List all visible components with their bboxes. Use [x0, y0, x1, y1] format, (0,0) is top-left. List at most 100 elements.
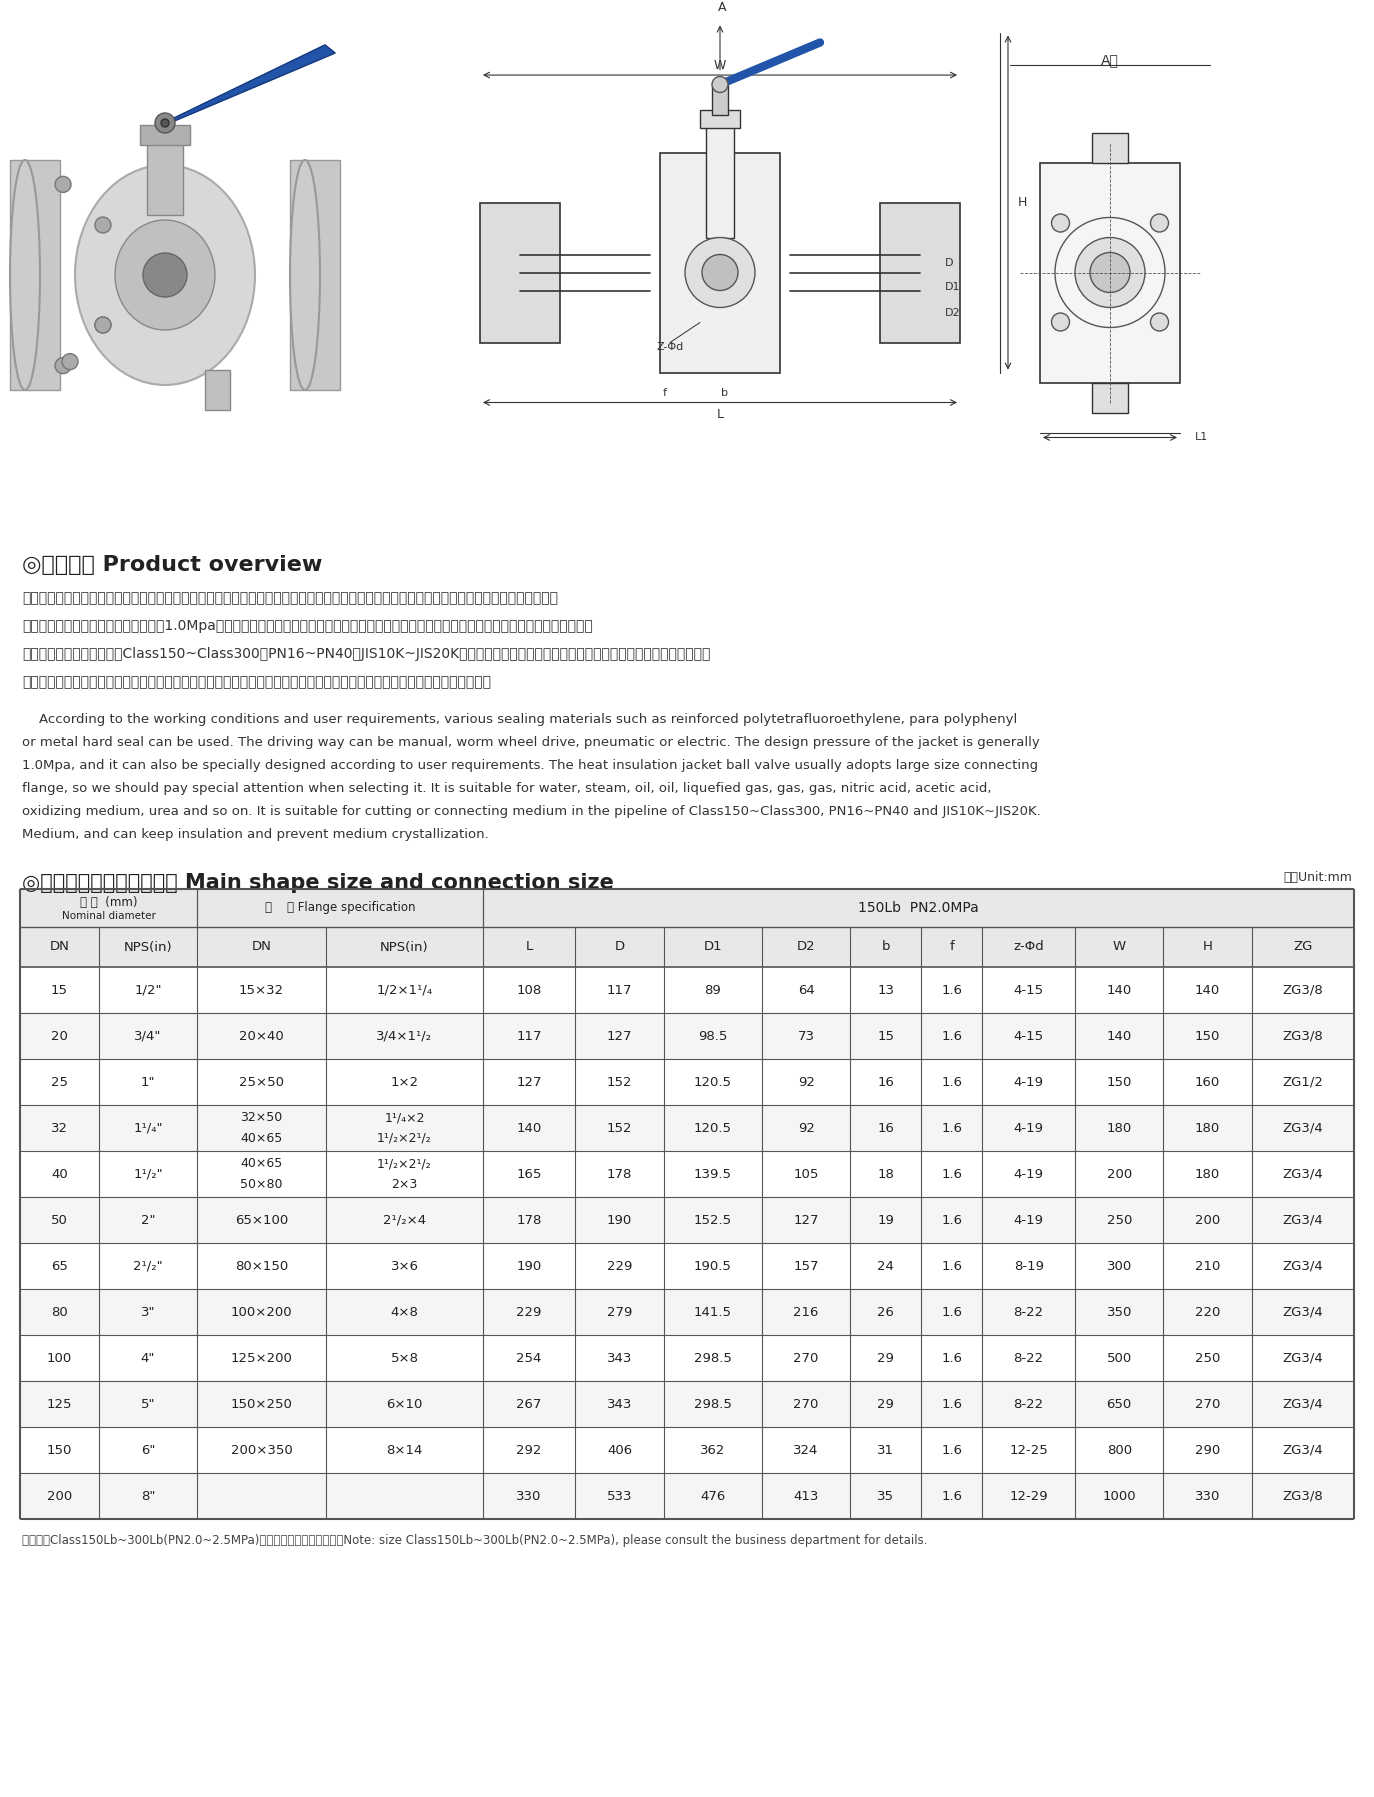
Circle shape [95, 217, 111, 234]
Text: 127: 127 [517, 1075, 541, 1089]
Text: ZG3/4: ZG3/4 [1282, 1305, 1323, 1319]
Text: 298.5: 298.5 [694, 1351, 732, 1364]
Text: 92: 92 [798, 1075, 815, 1089]
Text: 25×50: 25×50 [239, 1075, 284, 1089]
Text: 8×14: 8×14 [386, 1443, 423, 1457]
Text: ZG3/4: ZG3/4 [1282, 1213, 1323, 1227]
Text: D2: D2 [945, 307, 960, 318]
Text: 650: 650 [1106, 1398, 1132, 1411]
Bar [21, 1382, 1353, 1427]
Text: 2¹/₂": 2¹/₂" [133, 1260, 162, 1272]
Text: 80: 80 [51, 1305, 67, 1319]
Text: A: A [717, 2, 727, 14]
Text: 92: 92 [798, 1121, 815, 1134]
Circle shape [1051, 214, 1069, 232]
Text: ◎主要外形尺寸和连接尺寸 Main shape size and connection size: ◎主要外形尺寸和连接尺寸 Main shape size and connect… [22, 873, 614, 893]
Text: 1.6: 1.6 [941, 1168, 962, 1181]
Bar [21, 1244, 1353, 1288]
Text: 6×10: 6×10 [386, 1398, 423, 1411]
Text: 4-19: 4-19 [1014, 1121, 1044, 1134]
Circle shape [1074, 237, 1145, 307]
Text: 1.6: 1.6 [941, 1490, 962, 1502]
Text: 2×3: 2×3 [392, 1177, 418, 1191]
Text: 26: 26 [878, 1305, 894, 1319]
Text: 2": 2" [140, 1213, 155, 1227]
Ellipse shape [115, 219, 214, 331]
Text: 16: 16 [878, 1075, 894, 1089]
Text: ZG3/4: ZG3/4 [1282, 1260, 1323, 1272]
Text: 1.6: 1.6 [941, 1260, 962, 1272]
Text: 24: 24 [878, 1260, 894, 1272]
Text: 1.0Mpa, and it can also be specially designed according to user requirements. Th: 1.0Mpa, and it can also be specially des… [22, 758, 1039, 773]
Text: L: L [716, 408, 724, 420]
Text: 6": 6" [140, 1443, 155, 1457]
Text: 165: 165 [517, 1168, 541, 1181]
Ellipse shape [76, 165, 256, 385]
Text: 29: 29 [878, 1398, 894, 1411]
Text: 127: 127 [793, 1213, 819, 1227]
Text: 动、气动或电动。夹套设计压力一般为1.0Mpa，也可根据用户要求进行特别设计。保温夹套球阀一般采用较大规格连接法兰，选用时要特别注意。保: 动、气动或电动。夹套设计压力一般为1.0Mpa，也可根据用户要求进行特别设计。保… [22, 618, 592, 633]
Bar [21, 1474, 1353, 1518]
Text: 25: 25 [51, 1075, 67, 1089]
Text: 152.5: 152.5 [694, 1213, 732, 1227]
Text: 注：尺寸Class150Lb~300Lb(PN2.0~2.5MPa)，详细尺寸请和询业务部。Note: size Class150Lb~300Lb(PN2.0~: 注：尺寸Class150Lb~300Lb(PN2.0~2.5MPa)，详细尺寸请… [22, 1535, 927, 1547]
Text: D1: D1 [703, 940, 723, 954]
Text: 406: 406 [607, 1443, 632, 1457]
Text: 125×200: 125×200 [231, 1351, 293, 1364]
Text: flange, so we should pay special attention when selecting it. It is suitable for: flange, so we should pay special attenti… [22, 782, 992, 794]
Bar [290, 160, 339, 390]
Text: 270: 270 [1195, 1398, 1220, 1411]
Text: 200: 200 [1106, 1168, 1132, 1181]
Text: NPS(in): NPS(in) [381, 940, 429, 954]
Bar [1092, 133, 1128, 162]
Text: 80×150: 80×150 [235, 1260, 289, 1272]
Bar [205, 370, 229, 410]
Bar [0, 31, 1374, 519]
Text: 89: 89 [705, 983, 721, 997]
Text: 1.6: 1.6 [941, 1305, 962, 1319]
Text: 140: 140 [517, 1121, 541, 1134]
Text: ◎产品概述 Product overview: ◎产品概述 Product overview [22, 555, 323, 575]
Text: 13: 13 [877, 983, 894, 997]
Text: 330: 330 [517, 1490, 541, 1502]
Text: H: H [1202, 940, 1213, 954]
Circle shape [95, 316, 111, 332]
Text: 190: 190 [607, 1213, 632, 1227]
Text: 180: 180 [1195, 1168, 1220, 1181]
Text: 64: 64 [798, 983, 815, 997]
Circle shape [712, 77, 728, 92]
Text: 105: 105 [793, 1168, 819, 1181]
Text: 270: 270 [793, 1398, 819, 1411]
Text: 98.5: 98.5 [698, 1030, 728, 1042]
Text: 362: 362 [701, 1443, 725, 1457]
Text: 40×65: 40×65 [240, 1157, 283, 1170]
Text: 29: 29 [878, 1351, 894, 1364]
Text: 254: 254 [517, 1351, 541, 1364]
Text: 4-19: 4-19 [1014, 1213, 1044, 1227]
Text: 125: 125 [47, 1398, 73, 1411]
Circle shape [55, 358, 71, 374]
Text: 1¹/₂×2¹/₂: 1¹/₂×2¹/₂ [378, 1132, 431, 1145]
Bar [699, 110, 741, 128]
Text: 20: 20 [51, 1030, 67, 1042]
Text: 190.5: 190.5 [694, 1260, 732, 1272]
Text: NPS(in): NPS(in) [124, 940, 172, 954]
Text: 200: 200 [1195, 1213, 1220, 1227]
Bar [706, 117, 734, 237]
Text: ZG3/4: ZG3/4 [1282, 1351, 1323, 1364]
Text: ZG3/8: ZG3/8 [1282, 1490, 1323, 1502]
Text: ZG3/4: ZG3/4 [1282, 1121, 1323, 1134]
Text: 32×50: 32×50 [240, 1111, 283, 1125]
Text: 150: 150 [47, 1443, 73, 1457]
Circle shape [155, 113, 174, 133]
Text: 140: 140 [1195, 983, 1220, 997]
Circle shape [55, 176, 71, 192]
Text: ZG3/4: ZG3/4 [1282, 1168, 1323, 1181]
Text: 1.6: 1.6 [941, 1121, 962, 1134]
Text: 141.5: 141.5 [694, 1305, 732, 1319]
Bar [1040, 162, 1180, 383]
Text: 1.6: 1.6 [941, 1443, 962, 1457]
Text: 413: 413 [793, 1490, 819, 1502]
Text: 290: 290 [1195, 1443, 1220, 1457]
Text: 160: 160 [1195, 1075, 1220, 1089]
